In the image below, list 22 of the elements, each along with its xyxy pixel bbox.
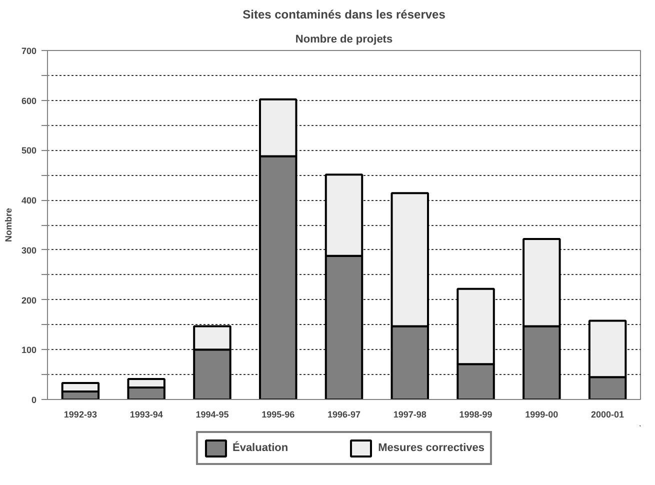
x-tick-label: 1996-97: [327, 410, 361, 420]
legend-label: Mesures correctives: [378, 442, 485, 454]
legend-label: Évaluation: [232, 442, 288, 454]
y-tick-label: 300: [21, 245, 37, 256]
x-tick-label: 1995-96: [262, 410, 295, 420]
chart-subtitle: Nombre de projets: [295, 34, 393, 46]
y-tick-label: 400: [21, 196, 37, 206]
y-tick-label: 500: [21, 146, 37, 156]
x-tick-label: 1993-94: [130, 410, 163, 420]
x-tick-label: 1999-00: [525, 410, 558, 420]
x-tick-label: 1998-99: [459, 410, 492, 420]
chart-title: Sites contaminés dans les réserves: [242, 8, 446, 22]
y-tick-label: 200: [21, 295, 37, 306]
y-tick-label: 600: [21, 96, 37, 106]
x-tick-label: 1997-98: [393, 410, 426, 420]
y-tick-label: 0: [31, 395, 37, 405]
y-axis-title: Nombre: [3, 208, 14, 242]
x-tick-label: 1992-93: [64, 410, 97, 420]
y-tick-label: 100: [21, 345, 37, 356]
x-tick-label: 1994-95: [196, 410, 229, 420]
x-tick-label: 2000-01: [591, 410, 624, 420]
y-tick-label: 700: [21, 46, 37, 56]
